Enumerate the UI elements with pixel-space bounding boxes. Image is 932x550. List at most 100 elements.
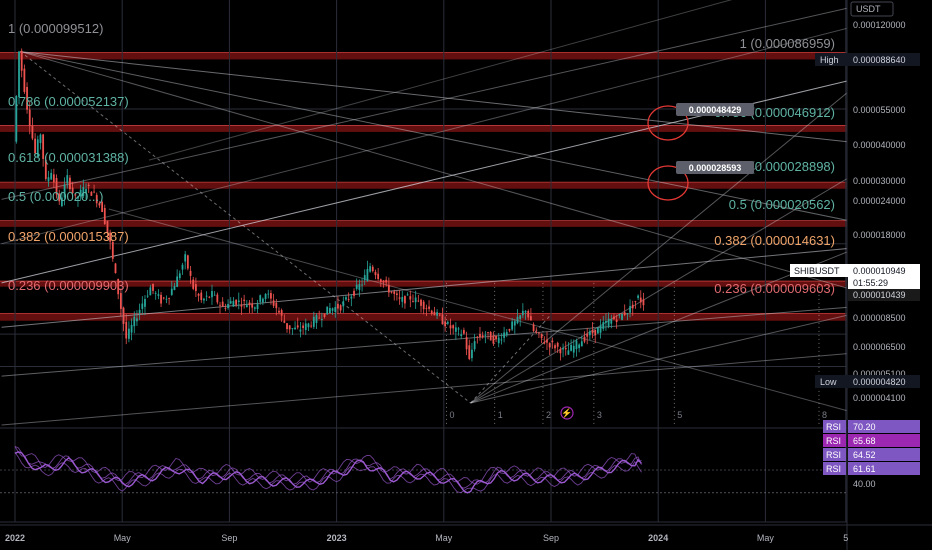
alert-icon <box>560 406 574 420</box>
candle-body <box>406 294 409 296</box>
candle-body <box>90 191 93 196</box>
callout-box <box>676 161 754 174</box>
candle-body <box>623 312 626 315</box>
candle-body <box>513 321 516 326</box>
wave-label: 1 <box>498 410 503 420</box>
callout-circle <box>647 165 689 201</box>
resistance-band <box>0 125 847 132</box>
candle-body <box>398 297 401 299</box>
candle-body <box>44 159 47 179</box>
candle-body <box>366 269 369 281</box>
currency-label: USDT <box>856 4 881 14</box>
candle-body <box>192 279 195 289</box>
candle-body <box>572 345 575 353</box>
candle-body <box>259 295 262 302</box>
candle-body <box>23 68 26 92</box>
candle-body <box>229 301 232 304</box>
candle-body <box>69 177 71 190</box>
candle-body <box>272 300 275 306</box>
candle-body <box>524 310 527 313</box>
candle-body <box>165 298 168 300</box>
candle-body <box>452 325 455 329</box>
trend-line <box>470 147 900 404</box>
candle-body <box>331 308 334 311</box>
candle-body <box>433 311 436 316</box>
candle-body <box>401 296 404 302</box>
candle-body <box>629 306 631 313</box>
callout-value: 0.000028593 <box>689 163 742 173</box>
candle-body <box>551 340 554 343</box>
candle-body <box>495 335 497 340</box>
candle-body <box>337 303 339 309</box>
resistance-band <box>0 313 847 321</box>
price-axis[interactable]: USDT 0.000120000 0.000055000 0.000040000 0.0… <box>790 0 932 550</box>
candle-body <box>87 184 90 186</box>
candle-body <box>144 299 146 307</box>
candle-body <box>379 279 382 283</box>
candle-body <box>519 315 522 319</box>
symbol-tag-label: SHIBUSDT <box>794 266 840 276</box>
candle-body <box>484 334 487 336</box>
candle-body <box>626 313 629 315</box>
candle-body <box>264 293 267 299</box>
candle-body <box>162 297 165 299</box>
candle-body <box>371 266 374 272</box>
candle-body <box>454 327 457 332</box>
symbol-tag-value: 0.000010949 <box>853 266 906 276</box>
candle-body <box>77 196 79 199</box>
candle-body <box>615 319 618 322</box>
candle-body <box>631 304 634 309</box>
candle-body <box>428 306 430 309</box>
candle-body <box>387 285 390 293</box>
candle-body <box>31 125 34 139</box>
callout-box <box>676 103 754 116</box>
candle-body <box>530 316 532 321</box>
fib-label-right: 0.382 (0.000014631) <box>714 233 835 248</box>
candle-body <box>339 305 342 311</box>
candle-body <box>103 207 106 225</box>
candle-body <box>203 298 205 301</box>
price-tick: 0.000030000 <box>853 176 906 186</box>
wave-labels: 0 1 2 3 5 8 ⚡ <box>449 406 827 420</box>
candle-body <box>28 109 31 127</box>
candle-body <box>253 307 256 309</box>
candle-body <box>95 194 98 204</box>
candle-body <box>457 328 460 330</box>
candle-body <box>489 332 492 341</box>
candle-body <box>358 284 361 291</box>
candle-body <box>106 220 109 233</box>
time-axis[interactable]: 2022 May Sep 2023 May Sep 2024 May 5 <box>0 524 932 543</box>
candle-body <box>412 301 414 302</box>
candle-body <box>575 340 578 350</box>
symbol-tag-bg <box>790 264 848 277</box>
candle-body <box>237 300 240 302</box>
candle-body <box>245 305 248 308</box>
candle-body <box>441 314 444 325</box>
candle-body <box>436 312 438 316</box>
candle-body <box>621 314 623 320</box>
candle-body <box>320 318 323 321</box>
candle-body <box>618 314 621 316</box>
candle-body <box>55 177 58 195</box>
candle-body <box>109 232 112 242</box>
candle-body <box>133 316 136 327</box>
candle-body <box>286 323 288 330</box>
fib-label-right: 0.236 (0.000009603) <box>714 281 835 296</box>
candle-body <box>20 50 23 71</box>
candle-body <box>296 325 299 328</box>
candle-body <box>540 333 543 339</box>
candle-body <box>152 283 154 291</box>
candle-body <box>503 332 505 338</box>
wave-label: 2 <box>546 410 551 420</box>
price-tick: 0.000024000 <box>853 196 906 206</box>
candle-body <box>409 296 412 300</box>
rsi-label-bg <box>823 434 846 447</box>
time-tick: 2023 <box>327 533 347 543</box>
candle-body <box>111 241 114 259</box>
price-tick: 0.000120000 <box>853 20 906 30</box>
fib-label-left: 0.618 (0.000031388) <box>8 150 129 165</box>
candle-body <box>200 292 203 300</box>
wave-label: 5 <box>677 410 682 420</box>
lightning-icon: ⚡ <box>561 407 572 419</box>
candle-body <box>586 333 589 337</box>
